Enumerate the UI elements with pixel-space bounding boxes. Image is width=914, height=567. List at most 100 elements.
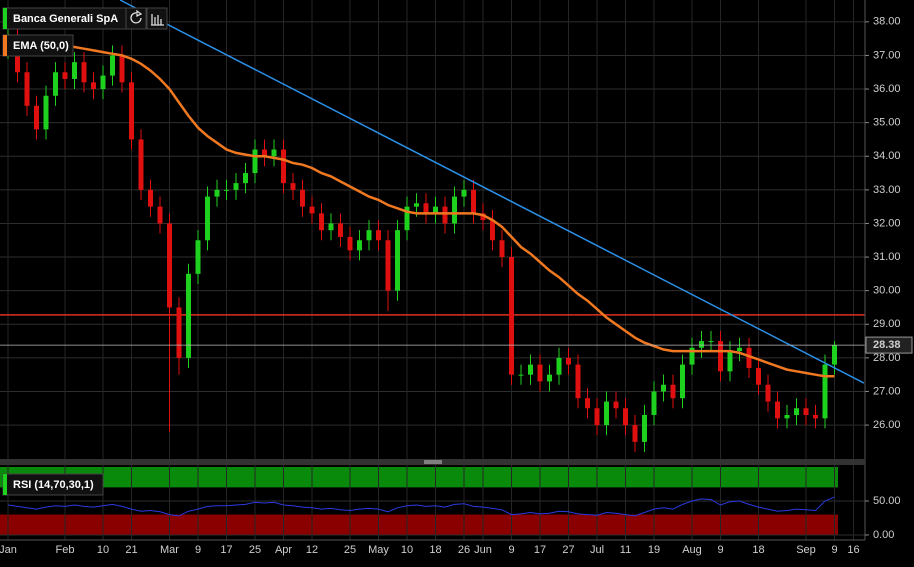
candle-body (423, 203, 429, 214)
x-tick-label: May (368, 544, 389, 556)
y-tick-label: 34.00 (873, 150, 901, 162)
candle-body (480, 213, 486, 221)
x-tick-label: 12 (306, 544, 318, 556)
chart-title: Banca Generali SpA (13, 13, 118, 25)
candle-body (699, 341, 704, 348)
y-tick-label: 33.00 (873, 184, 901, 196)
button-box (146, 7, 168, 30)
candle-body (62, 72, 68, 79)
x-tick-label: Apr (275, 544, 292, 556)
candle-body (119, 55, 125, 83)
x-tick-label: 21 (125, 544, 137, 556)
button-box (125, 7, 147, 30)
x-tick-label: 9 (195, 544, 201, 556)
y-tick-label: 37.00 (873, 49, 901, 61)
candle-body (708, 341, 714, 343)
refresh-icon (130, 9, 143, 24)
candle-body (43, 95, 49, 130)
x-tick-label: Jan (0, 544, 17, 556)
x-tick-label: 19 (648, 544, 660, 556)
candle-body (34, 105, 39, 130)
candle-body (110, 55, 115, 76)
candle-body (642, 414, 647, 442)
y-tick-label: 36.00 (873, 83, 901, 95)
candle-body (138, 139, 144, 190)
candle-body (176, 307, 182, 358)
y-tick-label: 27.00 (873, 385, 901, 397)
candle-body (205, 196, 210, 241)
candle-body (566, 357, 571, 365)
x-tick-label: Sep (796, 544, 816, 556)
candle-body (281, 149, 286, 184)
candle-body (537, 364, 543, 382)
candle-body (471, 189, 476, 214)
candle-body (680, 364, 685, 399)
candle-body (129, 82, 134, 140)
refresh-button[interactable] (125, 7, 147, 30)
x-tick-label: 16 (847, 544, 859, 556)
x-tick-label: 17 (220, 544, 232, 556)
x-tick-label: Jul (590, 544, 604, 556)
x-tick-label: Mar (160, 544, 179, 556)
ema-line (7, 34, 835, 378)
trend-line (119, 0, 865, 384)
candle-body (689, 347, 695, 365)
candle-body (24, 72, 30, 106)
x-tick-label: 9 (508, 544, 514, 556)
separator-handle[interactable] (424, 460, 442, 464)
candle-body (737, 347, 742, 352)
rsi-band (0, 466, 838, 488)
candle-body (803, 408, 809, 415)
candle-body (243, 173, 248, 184)
x-tick-label: 9 (831, 544, 837, 556)
candle-body (509, 257, 514, 375)
candle-body (91, 82, 96, 90)
y-tick-label: 31.00 (873, 251, 901, 263)
x-tick-label: 25 (344, 544, 356, 556)
candle-body (300, 189, 305, 207)
candle-body (167, 223, 172, 308)
candle-body (822, 364, 828, 419)
candle-body (290, 183, 296, 190)
x-tick-label: Aug (682, 544, 702, 556)
candle-body (594, 408, 600, 426)
candle-body (756, 367, 761, 385)
x-tick-label: 18 (429, 544, 441, 556)
candle-body (784, 414, 790, 419)
y-tick-label: 38.00 (873, 16, 901, 28)
candle-body (385, 240, 391, 291)
x-tick-label: Jun (474, 544, 492, 556)
candle-body (347, 236, 353, 251)
candle-body (338, 223, 343, 237)
legend-swatch (3, 474, 7, 495)
x-tick-label: 10 (401, 544, 413, 556)
candle-body (252, 149, 258, 174)
candle-body (271, 149, 277, 157)
candle-body (461, 189, 467, 197)
candle-body (404, 206, 410, 231)
x-tick-label: Feb (56, 544, 75, 556)
candle-body (813, 414, 818, 419)
candle-body (528, 364, 533, 375)
candle-body (490, 220, 495, 241)
candle-body (518, 374, 524, 376)
candle-body (585, 398, 590, 409)
y-tick-label: 50.00 (873, 495, 901, 507)
indicator-button[interactable] (146, 7, 168, 30)
candle-body (670, 384, 676, 399)
candle-body (727, 351, 733, 372)
x-tick-label: 9 (717, 544, 723, 556)
candle-body (309, 206, 315, 214)
candle-body (376, 230, 381, 241)
candle-body (718, 341, 723, 372)
candle-body (157, 206, 163, 224)
candle-body (224, 189, 229, 191)
pane-separator (0, 459, 865, 465)
candle-body (53, 72, 58, 96)
candle-body (357, 240, 362, 251)
indicator-icon (151, 14, 164, 26)
candle-body (186, 273, 191, 358)
price-axis (865, 0, 914, 567)
legend-label: RSI (14,70,30,1) (13, 479, 94, 491)
